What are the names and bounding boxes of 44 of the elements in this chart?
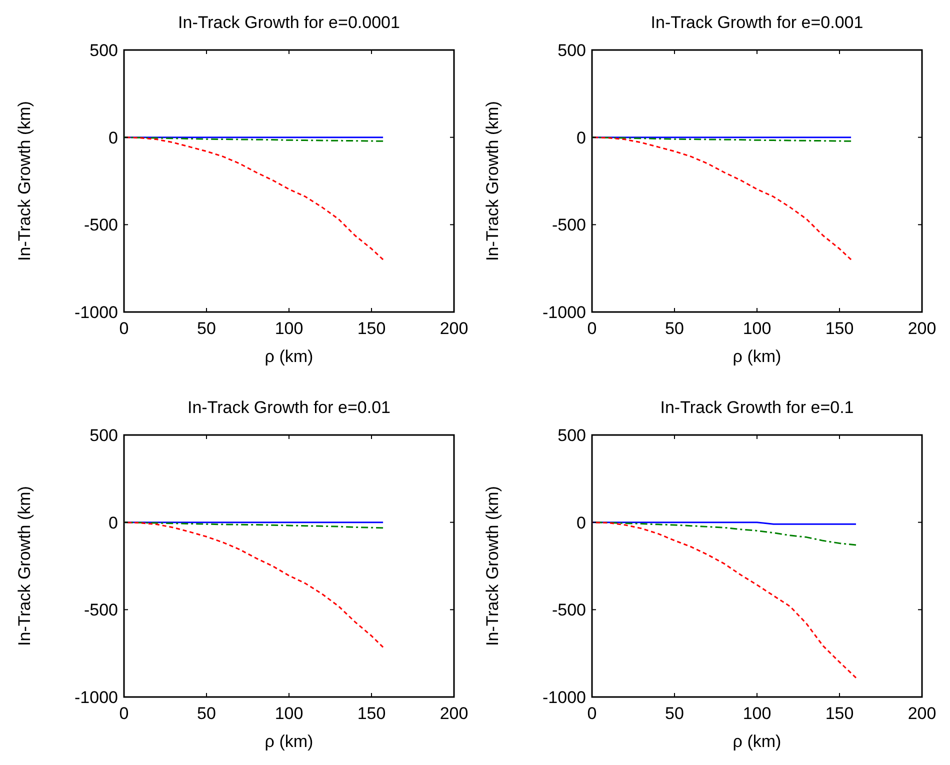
y-tick-label: -500 <box>552 600 586 620</box>
x-tick-label: 100 <box>274 319 304 338</box>
chart-title: In-Track Growth for e=0.0001 <box>178 13 400 32</box>
y-tick-label: -1000 <box>542 688 586 707</box>
y-tick-label: 0 <box>108 128 118 148</box>
x-tick-label: 150 <box>825 704 854 723</box>
x-tick-label: 50 <box>665 704 684 723</box>
x-axis-title: ρ (km) <box>264 347 314 366</box>
x-tick-label: 200 <box>440 319 468 338</box>
x-tick-label: 100 <box>274 704 304 723</box>
y-tick-label: 500 <box>90 41 118 60</box>
x-tick-label: 50 <box>665 319 684 338</box>
x-axis-title: ρ (km) <box>264 732 314 751</box>
y-tick-label: -1000 <box>74 303 118 322</box>
y-tick-label: -500 <box>84 600 118 620</box>
x-tick-label: 150 <box>357 319 386 338</box>
y-tick-label: 0 <box>108 513 118 532</box>
y-tick-label: -1000 <box>542 303 586 322</box>
y-tick-label: 500 <box>90 426 118 445</box>
x-axis-title: ρ (km) <box>732 732 782 751</box>
y-tick-label: -500 <box>84 216 118 235</box>
y-axis-title: In-Track Growth (km) <box>483 101 502 261</box>
x-tick-label: 200 <box>908 319 936 338</box>
x-tick-label: 50 <box>197 704 216 723</box>
y-tick-label: 0 <box>576 128 586 148</box>
x-tick-label: 150 <box>357 704 386 723</box>
y-axis-title: In-Track Growth (km) <box>483 486 502 646</box>
x-tick-label: 100 <box>742 319 772 338</box>
y-tick-label: -1000 <box>74 688 118 707</box>
y-tick-label: 500 <box>558 426 586 445</box>
y-axis-title: In-Track Growth (km) <box>15 486 34 646</box>
x-axis-title: ρ (km) <box>732 347 782 366</box>
chart-title: In-Track Growth for e=0.001 <box>650 13 864 32</box>
y-tick-label: 500 <box>558 41 586 60</box>
chart-title: In-Track Growth for e=0.1 <box>660 398 854 417</box>
x-tick-label: 200 <box>908 704 936 723</box>
y-tick-label: 0 <box>576 513 586 532</box>
y-axis-title: In-Track Growth (km) <box>15 101 34 261</box>
x-tick-label: 200 <box>440 704 468 723</box>
x-tick-label: 150 <box>825 319 854 338</box>
y-tick-label: -500 <box>552 216 586 235</box>
chart-title: In-Track Growth for e=0.01 <box>188 398 390 417</box>
x-tick-label: 50 <box>197 319 216 338</box>
x-tick-label: 100 <box>742 704 772 723</box>
